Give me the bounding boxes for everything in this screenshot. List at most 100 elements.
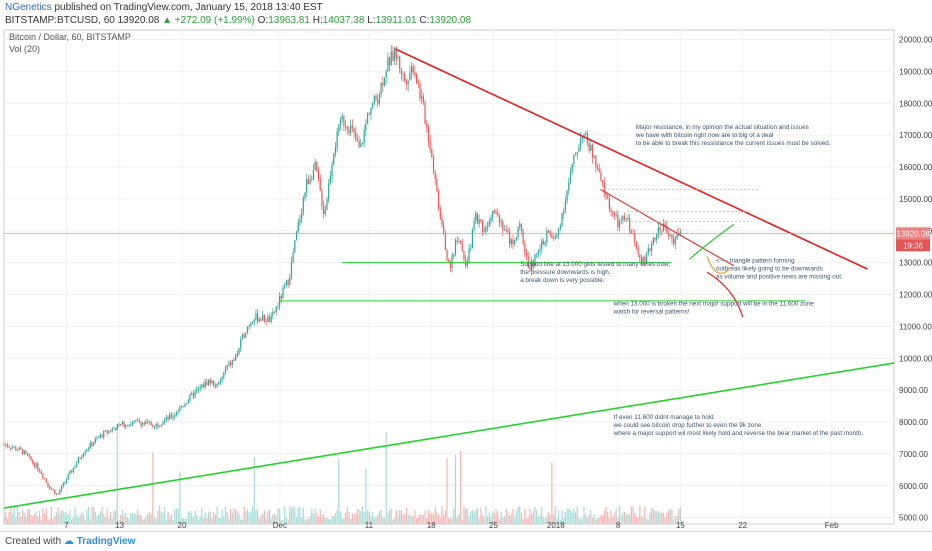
candle-body [221, 377, 223, 380]
volume-bar [180, 517, 183, 524]
volume-bar [524, 508, 526, 524]
volume-bar [22, 510, 24, 524]
volume-bar [123, 515, 125, 524]
volume-bar [131, 513, 134, 524]
volume-bar [94, 511, 96, 524]
candle-body [280, 295, 282, 299]
volume-bar [563, 517, 565, 524]
y-axis[interactable]: 5000.00 6000.00 7000.00 8000.00 9000.00 10000… [899, 36, 932, 523]
volume-bar [497, 511, 499, 524]
candle-body [109, 430, 112, 432]
volume-bar [50, 506, 52, 524]
tradingview-brand[interactable]: TradingView [76, 536, 136, 547]
publish-info: NGenetics published on TradingView.com, … [5, 2, 323, 13]
candle-body [33, 463, 36, 467]
x-tick-label: 2018 [547, 521, 565, 530]
author-link[interactable]: NGenetics [5, 2, 52, 13]
volume-bar [147, 514, 149, 524]
volume-bar [436, 511, 438, 524]
candle-body [463, 251, 465, 260]
x-axis[interactable]: 7 13 20 Dec 11 18 25 2018 8 15 22 Feb [4, 521, 894, 530]
volume-bar [273, 514, 276, 524]
volume-bar [8, 512, 10, 524]
volume-bar [125, 512, 127, 524]
candle-body [91, 442, 93, 446]
candle-body [454, 240, 457, 255]
triangle-up-icon: ▲ [162, 15, 173, 26]
candle-body [598, 168, 600, 172]
volume-bar [71, 519, 73, 524]
candle-body [295, 231, 298, 241]
candle-body [426, 123, 428, 127]
candle-body [297, 222, 299, 232]
footer-bar: Created with ☁ TradingView [0, 531, 932, 551]
candle-body [231, 360, 233, 365]
candle-body [67, 474, 69, 480]
volume-bar [319, 509, 321, 524]
volume-bar [42, 508, 44, 524]
candle-body [414, 71, 416, 76]
candle-body [311, 179, 313, 181]
volume-bar [60, 510, 63, 524]
volume-bar [206, 518, 208, 524]
volume-bar [514, 517, 516, 524]
candle-body [165, 416, 167, 420]
candle-body [432, 156, 435, 173]
plot-area[interactable] [3, 29, 895, 525]
candle-body [84, 451, 86, 454]
candle-body [224, 368, 227, 373]
volume-bar [197, 519, 200, 524]
volume-bar [69, 510, 71, 524]
trend-lines[interactable] [3, 48, 895, 509]
volume-bar [519, 506, 521, 524]
candle-body [481, 220, 484, 233]
volume-bar [355, 513, 357, 524]
candle-body [328, 183, 330, 200]
volume-bar [551, 462, 553, 524]
volume-bar [468, 517, 470, 524]
volume-bar [353, 514, 355, 524]
close-price: 13920.08 [117, 15, 160, 26]
volume-bar [527, 516, 529, 524]
candle-body [104, 430, 107, 432]
volume-bar [302, 507, 304, 524]
volume-bar [255, 510, 257, 524]
volume-bar [652, 508, 654, 524]
y-tick-label: 19000.00 [899, 67, 932, 76]
volume-bar [179, 472, 181, 524]
x-tick-label: 18 [427, 521, 436, 530]
candle-body [554, 236, 556, 239]
annotation-text: as volume and positive news are missing … [716, 274, 843, 281]
price-chart[interactable]: Major resistance, in my opinion the actu… [0, 28, 932, 531]
candle-body [219, 379, 222, 383]
volume-bar [233, 508, 235, 524]
candle-body [81, 456, 83, 459]
low-label: L: [367, 15, 376, 26]
candle-body [564, 200, 567, 211]
candle-body [191, 393, 193, 395]
candle-body [326, 199, 328, 210]
candle-body [615, 214, 617, 216]
price-tags: 13920.08 19:36 [896, 227, 930, 252]
volume-bar [409, 514, 411, 524]
candle-body [436, 178, 438, 191]
volume-bar [618, 506, 621, 524]
volume-bar [505, 509, 507, 524]
volume-bar [662, 512, 665, 524]
volume-bar [424, 510, 426, 524]
volume-bar [143, 518, 145, 524]
candle-body [125, 425, 127, 428]
volume-bar [470, 511, 472, 524]
volume-bar [566, 508, 568, 524]
candle-body [287, 280, 289, 285]
candle-body [600, 171, 602, 181]
volume-bar [33, 513, 36, 524]
candle-body [22, 448, 24, 454]
volume-bar [169, 517, 171, 524]
volume-bar [490, 516, 492, 524]
candle-body [632, 233, 634, 235]
volume-bar [162, 513, 164, 524]
volume-bar [307, 519, 309, 524]
volume-bar [657, 511, 660, 524]
volume-bar [530, 513, 533, 524]
